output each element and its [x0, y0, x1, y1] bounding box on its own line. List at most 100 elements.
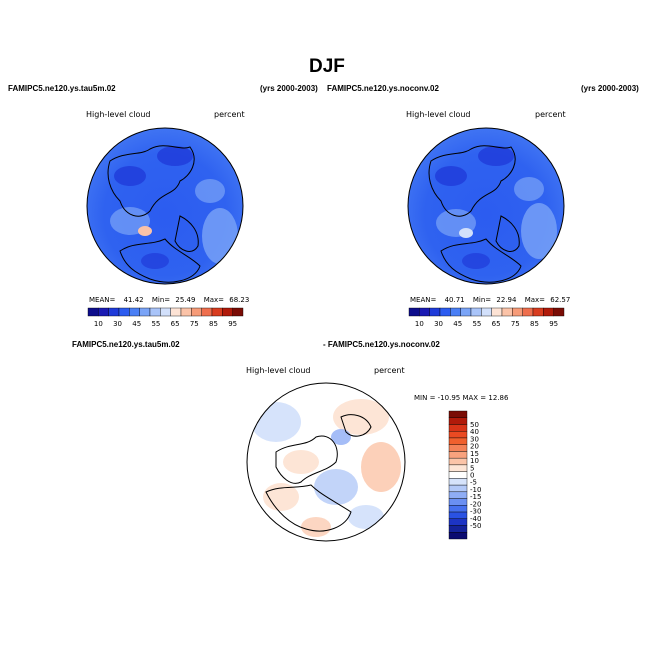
colorbar-tick-label: 0	[470, 472, 474, 480]
colorbar-tick-label: 10	[415, 320, 424, 328]
colorbar-tick-label: 95	[549, 320, 558, 328]
colorbar-tick-label: 45	[132, 320, 141, 328]
colorbar-swatch	[232, 307, 244, 317]
left-polar-map	[86, 127, 244, 285]
colorbar-tick-label: 85	[209, 320, 218, 328]
right-mean-value: 40.71	[444, 296, 465, 304]
colorbar-swatch	[543, 307, 554, 317]
colorbar-swatch	[448, 525, 468, 533]
colorbar-tick-label: 30	[470, 435, 479, 443]
colorbar-tick-label: 95	[228, 320, 237, 328]
diff-units-label: percent	[374, 366, 405, 375]
colorbar-tick-label: 55	[151, 320, 160, 328]
colorbar-tick-label: 40	[470, 428, 479, 436]
colorbar-tick-label: 85	[530, 320, 539, 328]
left-max-value: 68.23	[229, 296, 250, 304]
colorbar-swatch	[448, 498, 468, 506]
colorbar-tick-label: -40	[470, 515, 481, 523]
left-stats: MEAN= 41.42 Min= 25.49 Max= 68.23	[89, 296, 249, 304]
colorbar-swatch	[98, 307, 109, 317]
colorbar-swatch	[211, 307, 223, 317]
colorbar-swatch	[448, 532, 468, 540]
right-variable-label: High-level cloud	[406, 110, 471, 119]
colorbar-swatch	[553, 307, 565, 317]
colorbar-swatch	[522, 307, 534, 317]
colorbar-tick-label: 45	[453, 320, 462, 328]
colorbar-tick-label: 55	[472, 320, 481, 328]
colorbar-tick-label: -10	[470, 486, 481, 494]
colorbar-swatch	[448, 417, 468, 425]
colorbar-swatch	[448, 518, 468, 526]
diff-variable-label: High-level cloud	[246, 366, 311, 375]
colorbar-swatch	[87, 307, 99, 317]
left-min-label: Min=	[151, 296, 171, 304]
right-years: (yrs 2000-2003)	[581, 84, 639, 93]
colorbar-swatch	[191, 307, 202, 317]
colorbar-tick-label: -20	[470, 500, 481, 508]
colorbar-swatch	[448, 437, 468, 445]
left-colorbar: 10 30 45 55 65 75 85 95	[87, 307, 244, 328]
colorbar-swatch	[448, 511, 468, 519]
colorbar-swatch	[118, 307, 130, 317]
colorbar-tick-label: 65	[492, 320, 501, 328]
colorbar-swatch	[501, 307, 513, 317]
colorbar-swatch	[201, 307, 213, 317]
colorbar-tick-label: 30	[113, 320, 122, 328]
colorbar-tick-label: -5	[470, 479, 477, 487]
colorbar-swatch	[448, 478, 468, 486]
right-polar-map	[407, 127, 565, 285]
colorbar-tick-label: 15	[470, 450, 479, 458]
left-mean-label: MEAN=	[89, 296, 116, 304]
right-stats: MEAN= 40.71 Min= 22.94 Max= 62.57	[410, 296, 570, 304]
colorbar-swatch	[448, 431, 468, 439]
colorbar-tick-label: 65	[171, 320, 180, 328]
diff-minmax: MIN = -10.95 MAX = 12.86	[414, 394, 509, 402]
colorbar-swatch	[170, 307, 182, 317]
colorbar-tick-label: 30	[434, 320, 443, 328]
right-mean-label: MEAN=	[410, 296, 437, 304]
colorbar-tick-label: -30	[470, 508, 481, 516]
colorbar-tick-label: -15	[470, 493, 481, 501]
colorbar-tick-label: 5	[470, 464, 474, 472]
colorbar-swatch	[419, 307, 430, 317]
colorbar-swatch	[108, 307, 120, 317]
left-variable-label: High-level cloud	[86, 110, 151, 119]
diff-case-b: - FAMIPC5.ne120.ys.noconv.02	[323, 340, 440, 349]
right-min-value: 22.94	[496, 296, 517, 304]
colorbar-tick-label: 50	[470, 421, 479, 429]
colorbar-swatch	[149, 307, 161, 317]
colorbar-tick-label: 75	[511, 320, 520, 328]
left-max-label: Max=	[203, 296, 225, 304]
colorbar-swatch	[448, 451, 468, 459]
left-case-name: FAMIPC5.ne120.ys.tau5m.02	[8, 84, 116, 93]
colorbar-tick-label: -50	[470, 522, 481, 530]
colorbar-swatch	[448, 471, 468, 479]
right-case-name: FAMIPC5.ne120.ys.noconv.02	[327, 84, 439, 93]
diff-polar-map	[246, 382, 406, 542]
colorbar-tick-label: 10	[94, 320, 103, 328]
colorbar-swatch	[429, 307, 441, 317]
colorbar-swatch	[408, 307, 420, 317]
colorbar-swatch	[448, 424, 468, 432]
left-units-label: percent	[214, 110, 245, 119]
colorbar-swatch	[491, 307, 503, 317]
colorbar-tick-label: 10	[470, 457, 479, 465]
colorbar-swatch	[448, 484, 468, 493]
colorbar-swatch	[450, 307, 461, 317]
colorbar-swatch	[448, 410, 468, 418]
right-max-label: Max=	[524, 296, 546, 304]
colorbar-swatch	[532, 307, 544, 317]
left-years: (yrs 2000-2003)	[260, 84, 318, 93]
colorbar-swatch	[512, 307, 523, 317]
colorbar-swatch	[448, 464, 468, 472]
left-min-value: 25.49	[175, 296, 196, 304]
colorbar-swatch	[448, 491, 468, 499]
colorbar-swatch	[439, 307, 451, 317]
colorbar-swatch	[180, 307, 192, 317]
colorbar-tick-label: 75	[190, 320, 199, 328]
colorbar-swatch	[448, 457, 468, 466]
colorbar-swatch	[470, 307, 482, 317]
colorbar-swatch	[139, 307, 151, 317]
colorbar-swatch	[222, 307, 233, 317]
